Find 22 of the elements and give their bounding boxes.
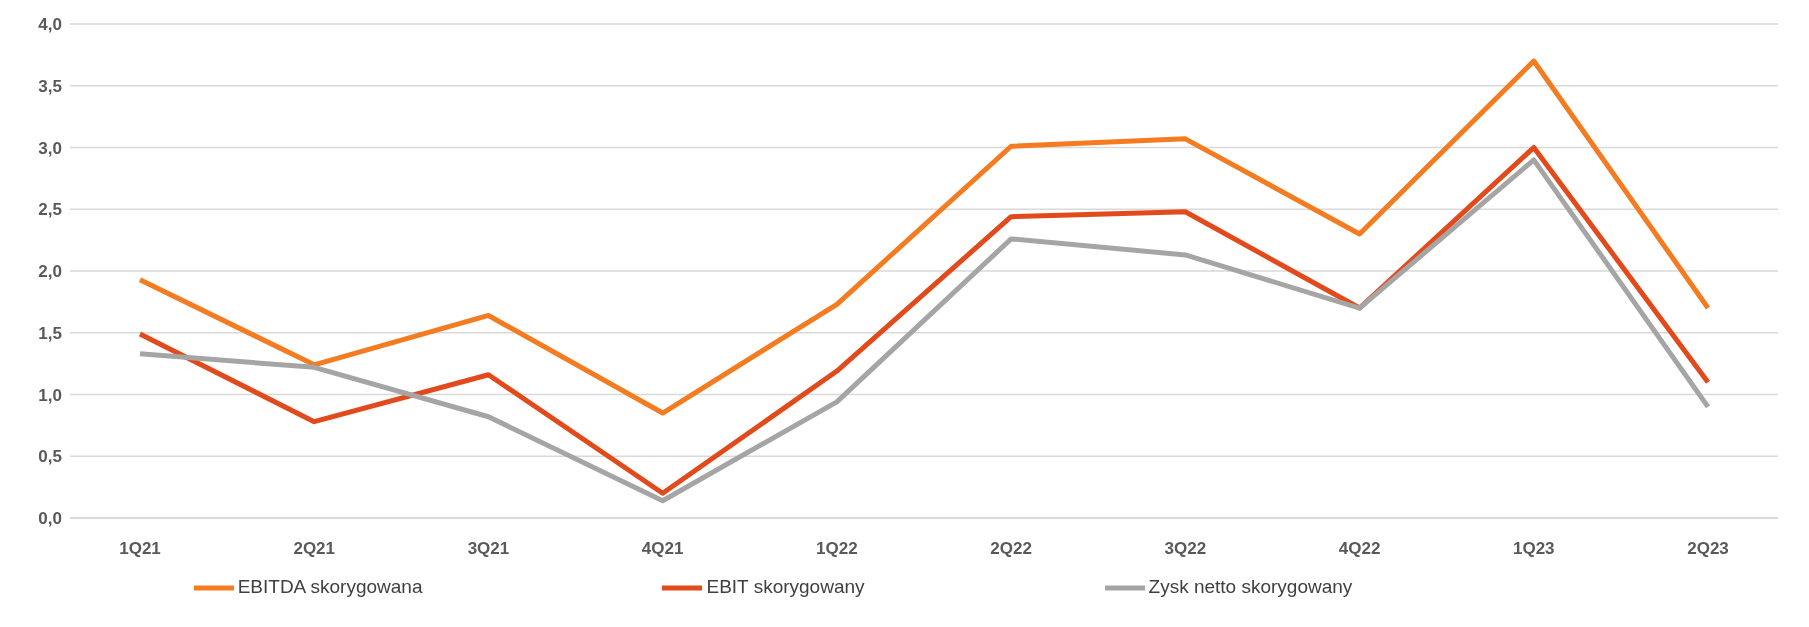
- legend-label: Zysk netto skorygowany: [1148, 576, 1353, 598]
- legend-label: EBIT skorygowany: [706, 576, 865, 598]
- x-tick-label: 4Q22: [1338, 539, 1381, 559]
- legend-label: EBITDA skorygowana: [237, 576, 423, 598]
- y-tick-label: 2,5: [38, 200, 62, 220]
- x-tick-label: 1Q22: [816, 539, 858, 559]
- x-tick-label: 1Q23: [1512, 539, 1555, 559]
- y-tick-label: 1,0: [38, 385, 62, 405]
- x-tick-label: 2Q23: [1687, 539, 1729, 559]
- x-tick-label: 4Q21: [641, 539, 684, 559]
- y-tick-label: 3,0: [38, 138, 62, 158]
- y-tick-label: 3,5: [38, 76, 62, 96]
- x-tick-label: 2Q21: [293, 539, 336, 559]
- y-tick-label: 0,5: [38, 447, 62, 467]
- y-tick-label: 4,0: [38, 15, 62, 35]
- x-tick-label: 3Q22: [1164, 539, 1207, 559]
- x-tick-label: 2Q22: [990, 539, 1032, 559]
- y-tick-label: 1,5: [38, 323, 62, 343]
- y-tick-label: 2,0: [38, 262, 62, 282]
- x-tick-label: 3Q21: [467, 539, 510, 559]
- x-tick-label: 1Q21: [119, 539, 161, 559]
- y-tick-label: 0,0: [38, 509, 62, 529]
